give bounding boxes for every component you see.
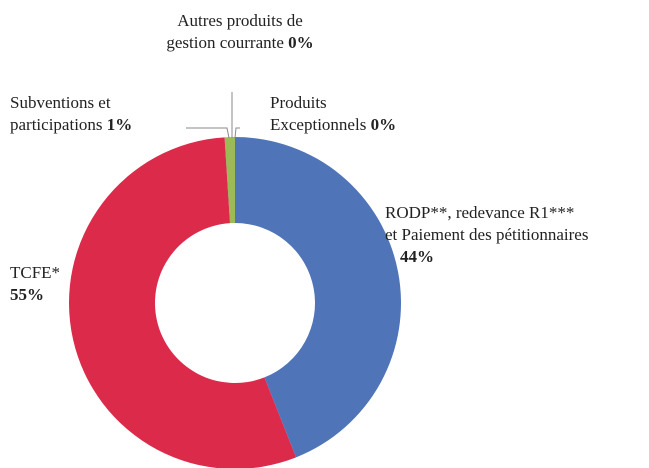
segment-label: Subventions et participations 1% [10,92,132,136]
category-name: RODP**, redevance R1*** et Paiement des … [385,203,589,244]
segment-label: Autres produits de gestion courrante 0% [120,10,360,54]
segment-label: RODP**, redevance R1*** et Paiement des … [385,202,588,268]
category-name: Produits Exceptionnels [270,93,367,134]
category-name: Autres produits de gestion courrante [166,11,303,52]
category-name: TCFE* [10,263,61,282]
value-label: 55% [10,285,44,304]
leader-lines [186,92,240,139]
segment-label: TCFE* 55% [10,262,60,306]
donut-segment [69,137,297,468]
segment-label: Produits Exceptionnels 0% [270,92,396,136]
value-label: 44% [400,247,434,266]
value-label: 1% [106,115,133,134]
leader-line [186,127,230,139]
leader-line [234,127,240,139]
value-label: 0% [288,33,314,52]
category-name: Subventions et participations [10,93,111,134]
donut-segment [235,137,401,458]
value-label: 0% [370,115,397,134]
donut-segment [224,137,235,224]
